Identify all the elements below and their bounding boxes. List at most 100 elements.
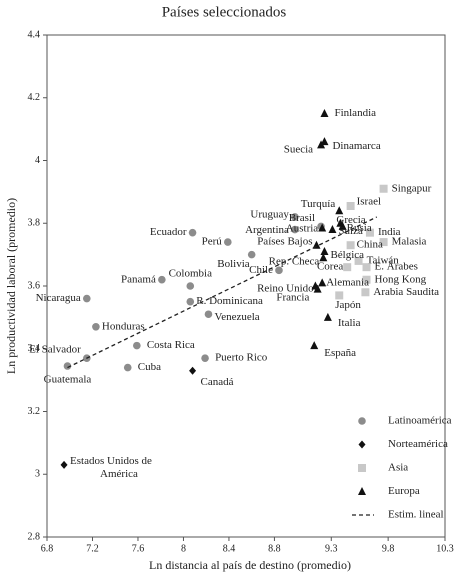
point	[247, 250, 256, 259]
point-label: Venezuela	[214, 311, 259, 323]
point-label: Panamá	[121, 273, 156, 285]
point	[123, 363, 132, 372]
point-label: R. Dominicana	[196, 295, 263, 307]
point-label: Bélgica	[330, 249, 364, 261]
legend-label: Asia	[388, 462, 408, 474]
y-tick-label: 3.6	[28, 280, 41, 291]
point-label: Francia	[276, 292, 309, 304]
point-label: Bolivia	[217, 258, 250, 270]
legend-marker	[358, 440, 366, 449]
point-label: Grecia	[336, 214, 365, 226]
point	[362, 275, 371, 284]
point	[328, 225, 337, 234]
x-tick-label: 9.3	[325, 543, 338, 554]
legend-marker	[358, 464, 366, 472]
point	[204, 310, 213, 319]
point-label: Singapur	[392, 182, 432, 194]
point	[189, 366, 197, 375]
y-tick-label: 3.8	[28, 218, 41, 229]
x-tick-label: 10.3	[436, 543, 454, 554]
point-label: Estados Unidos de América	[70, 454, 152, 479]
x-tick-label: 7.2	[86, 543, 99, 554]
point-label: Taiwán	[367, 254, 400, 266]
point	[60, 460, 68, 469]
point-label: Malasia	[392, 236, 427, 248]
point-label: Nicaragua	[36, 292, 81, 304]
y-tick-label: 3.4	[28, 343, 41, 354]
point-label: Dinamarca	[332, 140, 380, 152]
point-label: E. Árabes	[375, 261, 418, 273]
legend-label: Latinoamérica	[388, 415, 452, 427]
point	[188, 228, 197, 237]
x-axis-label: Ln distancia al país de destino (promedi…	[149, 558, 351, 572]
point-label: Brasil	[289, 212, 315, 224]
point-label: Puerto Rico	[215, 352, 268, 364]
point	[83, 294, 91, 303]
point	[354, 256, 363, 265]
y-tick-label: 4	[35, 155, 40, 166]
point	[362, 263, 371, 272]
point-label: Perú	[202, 236, 223, 248]
point-label: Chile	[249, 264, 273, 276]
point-label: Suecia	[284, 143, 313, 155]
x-tick-label: 6.8	[41, 543, 54, 554]
point-label: Países Bajos	[257, 236, 312, 248]
point-label: Alemania	[326, 276, 369, 288]
point	[361, 288, 370, 297]
y-tick-label: 3	[35, 469, 40, 480]
chart-title: Países seleccionados	[162, 4, 287, 20]
point	[186, 282, 195, 290]
point-label: Colombia	[169, 268, 213, 280]
point	[320, 108, 329, 117]
trend-line	[67, 216, 378, 369]
point	[224, 238, 232, 246]
point	[186, 297, 195, 306]
point	[365, 228, 374, 237]
point	[92, 322, 100, 331]
point	[291, 213, 299, 221]
point-label: Israel	[357, 196, 381, 208]
point	[318, 223, 327, 232]
point-label: Ecuador	[150, 226, 187, 238]
point	[346, 241, 355, 250]
point-label: Costa Rica	[147, 339, 195, 351]
point-label: Cuba	[138, 361, 161, 373]
y-tick-label: 4.2	[28, 92, 41, 103]
legend-marker	[358, 487, 366, 495]
point-label: Guatemala	[44, 374, 92, 386]
point-label: Uruguay	[250, 209, 289, 221]
point	[320, 246, 329, 255]
point-label: El Salvador	[29, 344, 81, 356]
point	[379, 184, 388, 193]
x-tick-label: 8	[181, 543, 186, 554]
point	[320, 137, 329, 146]
point	[311, 281, 320, 290]
point-label: Corea	[317, 261, 343, 273]
point	[133, 341, 141, 350]
legend-label: Estim. lineal	[388, 509, 444, 521]
x-tick-label: 8.8	[268, 543, 281, 554]
point-label: Arabia Saudita	[373, 286, 439, 298]
point-label: Argentina	[245, 224, 289, 236]
point-label: Reino Unido	[257, 283, 314, 295]
point	[201, 354, 209, 362]
point	[275, 266, 283, 275]
y-tick-label: 3.2	[28, 406, 41, 417]
x-tick-label: 7.6	[132, 543, 145, 554]
point	[338, 221, 347, 230]
legend-marker	[358, 417, 366, 425]
point-label: Suiza	[338, 225, 363, 237]
point-label: Finlandia	[334, 107, 376, 119]
point-label: Honduras	[102, 320, 145, 332]
point-label: Hong Kong	[375, 273, 427, 285]
point	[158, 275, 166, 284]
x-tick-label: 8.4	[223, 543, 236, 554]
point-label: Italia	[338, 317, 361, 329]
point	[63, 362, 72, 370]
y-tick-label: 2.8	[28, 531, 41, 542]
point-label: Japón	[335, 299, 361, 311]
point-label: India	[378, 226, 401, 238]
point-label: Canadá	[201, 376, 234, 388]
point-label: Turquía	[301, 198, 336, 210]
